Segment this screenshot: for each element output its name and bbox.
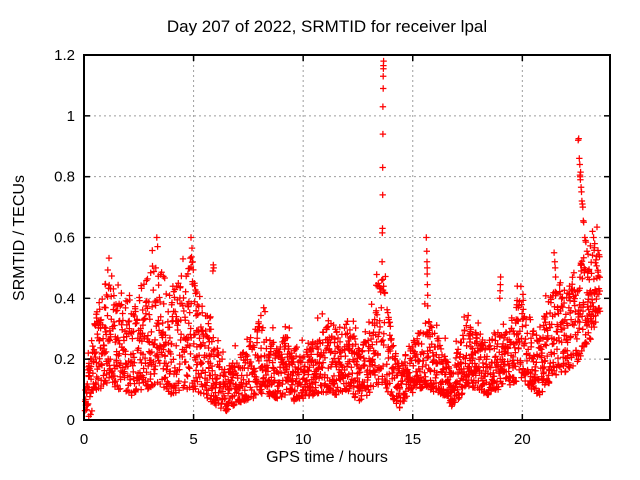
svg-text:0.8: 0.8 [54,169,75,186]
x-tick-labels: 0 5 10 15 20 [80,431,531,448]
x-axis-label: GPS time / hours [266,449,388,466]
svg-text:0: 0 [67,412,75,429]
svg-text:0: 0 [80,431,88,448]
svg-text:15: 15 [404,431,421,448]
svg-text:10: 10 [295,431,312,448]
y-axis-label: SRMTID / TECUs [11,175,28,301]
svg-text:1: 1 [67,108,75,125]
scatter-points [81,57,604,420]
y-tick-labels: 0 0.2 0.4 0.6 0.8 1 1.2 [54,47,75,429]
chart-title: Day 207 of 2022, SRMTID for receiver lpa… [166,17,488,36]
svg-text:0.4: 0.4 [54,290,75,307]
svg-text:1.2: 1.2 [54,47,75,64]
svg-text:0.6: 0.6 [54,230,75,247]
svg-text:20: 20 [514,431,531,448]
svg-text:5: 5 [189,431,197,448]
grid-lines [84,55,610,420]
svg-text:0.2: 0.2 [54,351,75,368]
plot-border [83,54,611,421]
